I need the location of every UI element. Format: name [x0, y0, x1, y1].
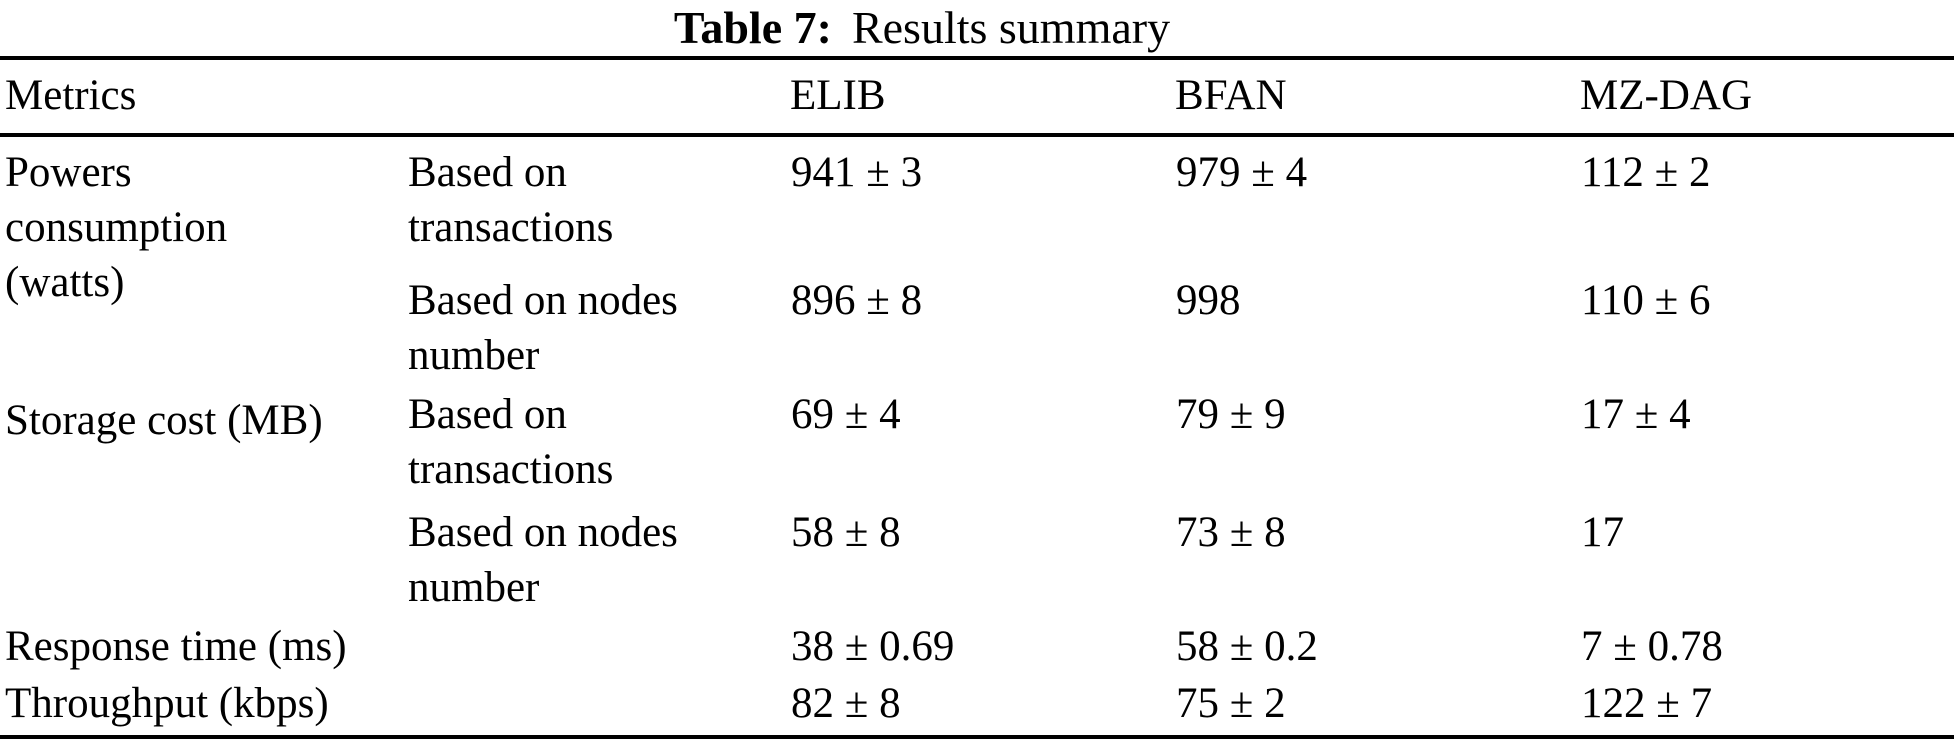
value-cell-mzdag: 112 ± 2 — [1581, 149, 1711, 196]
submetric-cell: Based on transactions — [408, 391, 614, 493]
value-cell-elib: 38 ± 0.69 — [791, 623, 955, 670]
value-cell-mzdag: 17 — [1581, 509, 1625, 556]
table-row: Based on nodes number 896 ± 8 998 110 ± … — [0, 273, 1954, 385]
table-row: Powers consumption (watts) Based on tran… — [0, 135, 1954, 306]
value-cell-mzdag: 122 ± 7 — [1581, 680, 1713, 727]
value-cell-mzdag: 110 ± 6 — [1581, 277, 1711, 324]
value-cell-bfan: 979 ± 4 — [1176, 149, 1308, 196]
metric-cell-throughput: Throughput (kbps) — [5, 680, 329, 727]
table-caption-number: Table 7: — [673, 2, 832, 53]
column-header-mzdag: MZ-DAG — [1580, 58, 1954, 137]
submetric-cell: Based on nodes number — [408, 277, 678, 379]
table-caption: Table 7: Results summary — [0, 0, 1954, 56]
column-header-elib: ELIB — [790, 58, 1176, 137]
column-header-bfan: BFAN — [1175, 58, 1581, 137]
value-cell-bfan: 58 ± 0.2 — [1176, 623, 1318, 670]
table-row: Storage cost (MB) Based on transactions … — [0, 385, 1954, 503]
value-cell-bfan: 73 ± 8 — [1176, 509, 1286, 556]
table-row: Based on nodes number 58 ± 8 73 ± 8 17 — [0, 503, 1954, 617]
value-cell-mzdag: 17 ± 4 — [1581, 391, 1691, 438]
value-cell-bfan: 75 ± 2 — [1176, 680, 1286, 727]
results-table: Metrics ELIB BFAN MZ-DAG Powers consumpt… — [0, 56, 1954, 739]
table-row: Throughput (kbps) 82 ± 8 75 ± 2 122 ± 7 — [0, 676, 1954, 737]
value-cell-bfan: 998 — [1176, 277, 1241, 324]
value-cell-elib: 69 ± 4 — [791, 391, 901, 438]
value-cell-bfan: 79 ± 9 — [1176, 391, 1286, 438]
table-caption-text: Results summary — [851, 2, 1171, 53]
value-cell-elib: 941 ± 3 — [791, 149, 923, 196]
value-cell-elib: 58 ± 8 — [791, 509, 901, 556]
table-row: Response time (ms) 38 ± 0.69 58 ± 0.2 7 … — [0, 617, 1954, 676]
value-cell-elib: 82 ± 8 — [791, 680, 901, 727]
submetric-cell: Based on nodes number — [408, 509, 678, 611]
value-cell-elib: 896 ± 8 — [791, 277, 923, 324]
metric-cell-response-time: Response time (ms) — [5, 623, 347, 670]
value-cell-mzdag: 7 ± 0.78 — [1581, 623, 1723, 670]
metric-cell-powers-consumption: Powers consumption (watts) — [5, 149, 228, 306]
column-header-metrics: Metrics — [0, 58, 791, 137]
submetric-cell: Based on transactions — [408, 149, 614, 251]
header-row: Metrics ELIB BFAN MZ-DAG — [0, 58, 1954, 137]
metric-cell-storage-cost: Storage cost (MB) — [5, 397, 323, 444]
